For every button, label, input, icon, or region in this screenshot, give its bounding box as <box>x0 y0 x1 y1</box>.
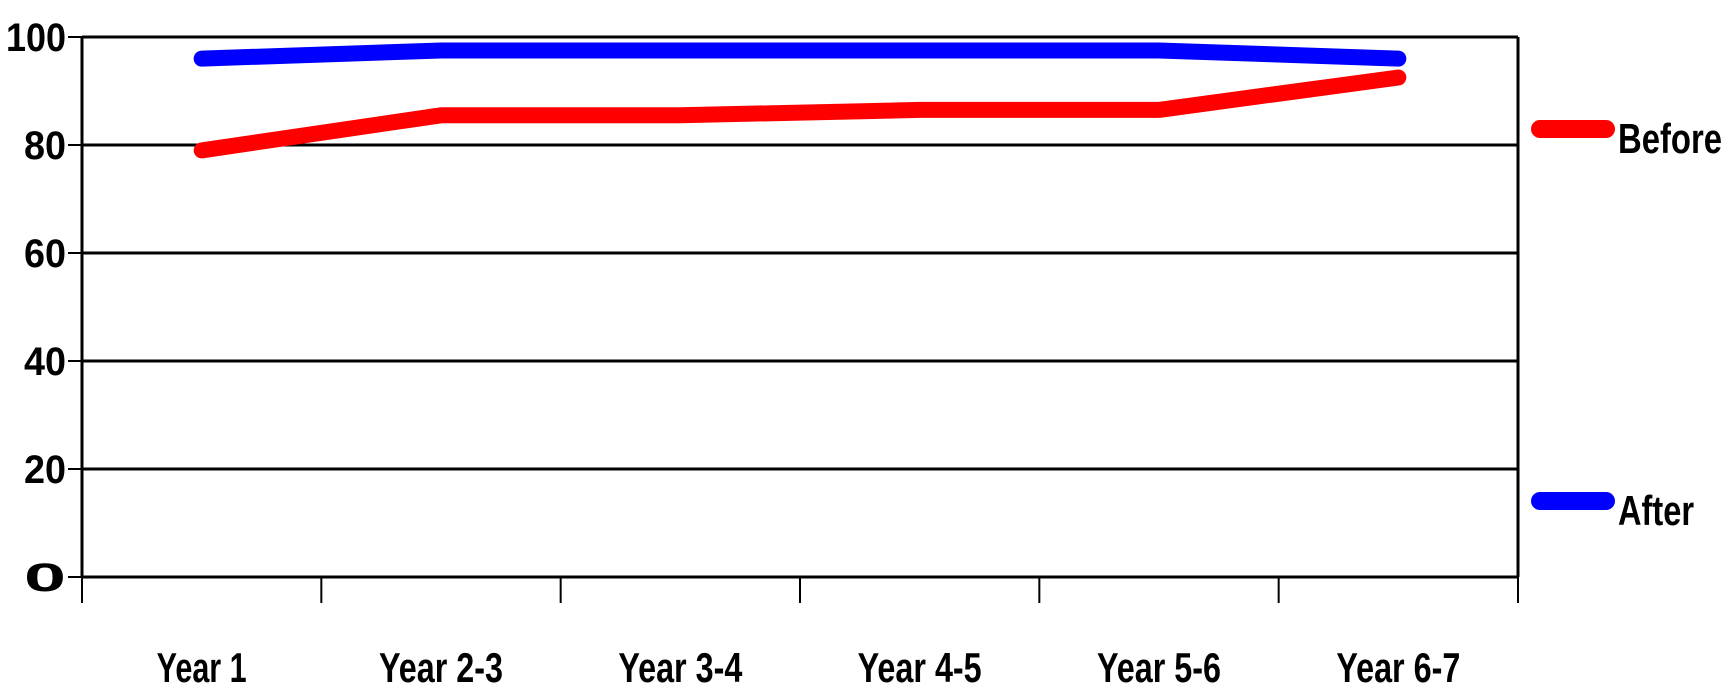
series-line-after <box>193 42 1407 67</box>
y-tick-label: 40 <box>24 340 66 384</box>
y-tick-label: 20 <box>24 448 66 492</box>
y-tick-label: 0 <box>24 556 66 600</box>
x-tick-label: Year 1 <box>157 644 247 689</box>
y-tick-labels: 0 20 40 60 80 100 <box>6 16 66 600</box>
series-lines <box>193 42 1407 159</box>
y-tick-label: 60 <box>24 232 66 276</box>
legend-label-before: Before <box>1618 115 1722 162</box>
x-tick-label: Year 3-4 <box>618 644 742 689</box>
x-tick-label: Year 6-7 <box>1336 644 1460 689</box>
y-tick-label: 100 <box>6 16 66 60</box>
series-line-before <box>193 69 1407 159</box>
axes <box>68 36 1520 603</box>
x-tick-label: Year 5-6 <box>1097 644 1221 689</box>
legend: Before After <box>1531 115 1722 534</box>
legend-label-after: After <box>1618 487 1694 534</box>
x-tick-label: Year 4-5 <box>858 644 982 689</box>
x-tick-labels: Year 1 Year 2-3 Year 3-4 Year 4-5 Year 5-6 Ye… <box>157 644 1461 689</box>
y-tick-label: 80 <box>24 124 66 168</box>
x-tick-label: Year 2-3 <box>379 644 503 689</box>
